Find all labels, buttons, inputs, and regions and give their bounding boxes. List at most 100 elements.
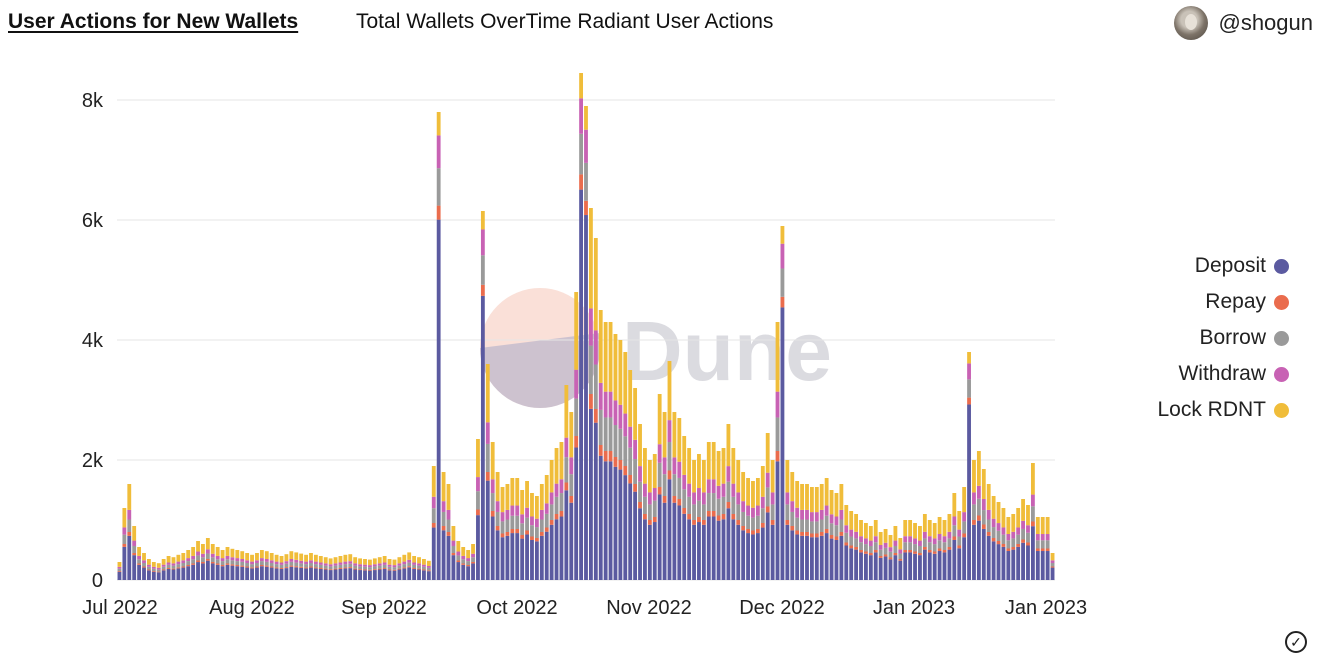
bar-segment-repay[interactable] <box>441 526 446 531</box>
bar-segment-deposit[interactable] <box>485 480 490 580</box>
bar-segment-repay[interactable] <box>186 565 191 567</box>
bar-segment-repay[interactable] <box>922 547 927 550</box>
bar-segment-deposit[interactable] <box>210 563 215 580</box>
bar-segment-borrow[interactable] <box>657 462 662 487</box>
bar-segment-repay[interactable] <box>554 514 559 520</box>
bar-segment-repay[interactable] <box>151 571 156 572</box>
bar-segment-withdraw[interactable] <box>255 560 259 563</box>
bar-segment-repay[interactable] <box>417 568 421 570</box>
bar-segment-lock-rdnt[interactable] <box>682 436 687 475</box>
bar-segment-deposit[interactable] <box>480 295 485 580</box>
bar-segment-borrow[interactable] <box>1030 506 1035 522</box>
bar-segment-lock-rdnt[interactable] <box>279 556 284 563</box>
bar-segment-lock-rdnt[interactable] <box>859 520 863 537</box>
bar-segment-withdraw[interactable] <box>888 547 893 552</box>
bar-segment-repay[interactable] <box>279 568 284 569</box>
bar-segment-borrow[interactable] <box>250 564 254 568</box>
bar-segment-deposit[interactable] <box>176 568 181 580</box>
bar-segment-borrow[interactable] <box>436 168 441 206</box>
bar-segment-repay[interactable] <box>353 568 358 570</box>
bar-segment-deposit[interactable] <box>534 541 539 580</box>
bar-segment-borrow[interactable] <box>225 559 230 564</box>
bar-segment-withdraw[interactable] <box>991 518 996 528</box>
bar-segment-withdraw[interactable] <box>873 536 878 543</box>
bar-segment-deposit[interactable] <box>151 571 156 580</box>
bar-segment-repay[interactable] <box>623 466 628 476</box>
bar-segment-lock-rdnt[interactable] <box>215 547 220 556</box>
bar-segment-lock-rdnt[interactable] <box>431 466 436 497</box>
bar-segment-lock-rdnt[interactable] <box>775 322 780 392</box>
bar-segment-withdraw[interactable] <box>127 509 132 520</box>
legend-item-deposit[interactable]: Deposit <box>1157 248 1289 284</box>
bar-segment-withdraw[interactable] <box>986 509 991 520</box>
bar-segment-repay[interactable] <box>706 511 711 517</box>
bar-segment-borrow[interactable] <box>407 562 412 567</box>
bar-segment-deposit[interactable] <box>304 568 308 580</box>
bar-segment-lock-rdnt[interactable] <box>976 451 981 486</box>
bar-segment-repay[interactable] <box>1035 548 1040 552</box>
bar-segment-repay[interactable] <box>250 567 254 569</box>
bar-segment-repay[interactable] <box>1021 539 1025 543</box>
bar-segment-repay[interactable] <box>156 571 161 573</box>
bar-segment-lock-rdnt[interactable] <box>402 554 407 562</box>
bar-segment-lock-rdnt[interactable] <box>530 493 534 517</box>
bar-segment-withdraw[interactable] <box>358 564 363 567</box>
bar-segment-borrow[interactable] <box>795 517 800 531</box>
bar-segment-borrow[interactable] <box>510 515 515 529</box>
bar-segment-deposit[interactable] <box>741 530 746 580</box>
bar-segment-lock-rdnt[interactable] <box>186 550 191 559</box>
bar-segment-lock-rdnt[interactable] <box>834 493 839 517</box>
bar-segment-withdraw[interactable] <box>1035 534 1040 541</box>
bar-segment-repay[interactable] <box>363 569 367 571</box>
bar-segment-deposit[interactable] <box>196 562 200 580</box>
bar-segment-repay[interactable] <box>731 514 736 520</box>
bar-segment-repay[interactable] <box>628 475 633 484</box>
bar-segment-borrow[interactable] <box>309 562 313 567</box>
bar-segment-deposit[interactable] <box>643 519 647 580</box>
bar-segment-deposit[interactable] <box>903 552 908 580</box>
bar-segment-withdraw[interactable] <box>711 479 716 494</box>
bar-segment-deposit[interactable] <box>755 533 760 580</box>
bar-segment-deposit[interactable] <box>883 556 888 580</box>
bar-segment-withdraw[interactable] <box>490 479 495 494</box>
bar-segment-deposit[interactable] <box>446 535 451 580</box>
bar-segment-borrow[interactable] <box>417 565 421 569</box>
bar-segment-repay[interactable] <box>736 520 741 525</box>
bar-segment-withdraw[interactable] <box>716 485 721 499</box>
bar-segment-lock-rdnt[interactable] <box>127 484 132 510</box>
bar-segment-lock-rdnt[interactable] <box>942 520 947 537</box>
bar-segment-withdraw[interactable] <box>751 507 755 518</box>
bar-segment-repay[interactable] <box>1050 566 1055 568</box>
bar-segment-lock-rdnt[interactable] <box>274 554 279 562</box>
bar-segment-deposit[interactable] <box>1016 546 1021 580</box>
bar-segment-lock-rdnt[interactable] <box>559 442 564 480</box>
bar-segment-deposit[interactable] <box>918 555 922 580</box>
bar-segment-repay[interactable] <box>382 568 387 569</box>
bar-segment-repay[interactable] <box>289 565 294 567</box>
bar-segment-withdraw[interactable] <box>328 564 333 567</box>
bar-segment-deposit[interactable] <box>284 568 289 580</box>
bar-segment-borrow[interactable] <box>1006 540 1011 549</box>
bar-segment-deposit[interactable] <box>338 568 343 580</box>
bar-segment-repay[interactable] <box>323 568 328 570</box>
bar-segment-deposit[interactable] <box>662 502 667 580</box>
bar-segment-borrow[interactable] <box>156 569 161 572</box>
bar-segment-deposit[interactable] <box>795 534 800 580</box>
bar-segment-repay[interactable] <box>1006 548 1011 552</box>
bar-segment-lock-rdnt[interactable] <box>918 526 922 541</box>
bar-segment-borrow[interactable] <box>883 547 888 555</box>
bar-segment-deposit[interactable] <box>328 570 333 580</box>
bar-segment-lock-rdnt[interactable] <box>515 478 520 506</box>
bar-segment-deposit[interactable] <box>765 512 770 580</box>
bar-segment-borrow[interactable] <box>313 564 318 568</box>
bar-segment-repay[interactable] <box>746 529 750 534</box>
bar-segment-lock-rdnt[interactable] <box>913 523 917 539</box>
bar-segment-withdraw[interactable] <box>844 525 849 533</box>
bar-segment-deposit[interactable] <box>215 564 220 580</box>
bar-segment-withdraw[interactable] <box>210 553 215 558</box>
bar-segment-lock-rdnt[interactable] <box>485 364 490 423</box>
bar-segment-repay[interactable] <box>677 499 682 506</box>
bar-segment-borrow[interactable] <box>176 564 181 568</box>
bar-segment-borrow[interactable] <box>446 519 451 532</box>
bar-segment-deposit[interactable] <box>407 567 412 580</box>
